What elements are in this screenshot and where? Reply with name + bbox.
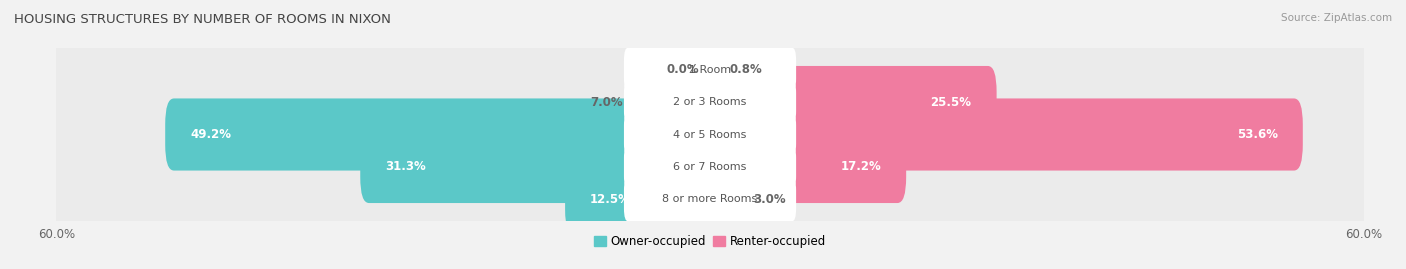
FancyBboxPatch shape — [702, 98, 1303, 171]
FancyBboxPatch shape — [624, 47, 796, 92]
Text: 49.2%: 49.2% — [190, 128, 231, 141]
FancyBboxPatch shape — [624, 112, 796, 157]
Text: Source: ZipAtlas.com: Source: ZipAtlas.com — [1281, 13, 1392, 23]
Text: 0.0%: 0.0% — [666, 63, 699, 76]
Text: 3.0%: 3.0% — [754, 193, 786, 206]
Text: 6 or 7 Rooms: 6 or 7 Rooms — [673, 162, 747, 172]
FancyBboxPatch shape — [360, 131, 718, 203]
Text: 4 or 5 Rooms: 4 or 5 Rooms — [673, 129, 747, 140]
FancyBboxPatch shape — [48, 95, 1372, 174]
Text: 8 or more Rooms: 8 or more Rooms — [662, 194, 758, 204]
FancyBboxPatch shape — [48, 30, 1372, 109]
FancyBboxPatch shape — [626, 66, 718, 138]
FancyBboxPatch shape — [702, 33, 727, 106]
Text: 53.6%: 53.6% — [1237, 128, 1278, 141]
FancyBboxPatch shape — [48, 128, 1372, 206]
FancyBboxPatch shape — [565, 163, 718, 236]
Text: 2 or 3 Rooms: 2 or 3 Rooms — [673, 97, 747, 107]
Text: HOUSING STRUCTURES BY NUMBER OF ROOMS IN NIXON: HOUSING STRUCTURES BY NUMBER OF ROOMS IN… — [14, 13, 391, 26]
Text: 31.3%: 31.3% — [385, 161, 426, 174]
FancyBboxPatch shape — [702, 66, 997, 138]
FancyBboxPatch shape — [624, 177, 796, 222]
FancyBboxPatch shape — [702, 163, 751, 236]
FancyBboxPatch shape — [624, 80, 796, 124]
FancyBboxPatch shape — [702, 131, 905, 203]
Text: 25.5%: 25.5% — [931, 95, 972, 108]
FancyBboxPatch shape — [166, 98, 718, 171]
Text: 7.0%: 7.0% — [591, 95, 623, 108]
Text: 12.5%: 12.5% — [591, 193, 631, 206]
FancyBboxPatch shape — [48, 160, 1372, 239]
Text: 1 Room: 1 Room — [689, 65, 731, 75]
Legend: Owner-occupied, Renter-occupied: Owner-occupied, Renter-occupied — [589, 230, 831, 253]
FancyBboxPatch shape — [624, 145, 796, 189]
FancyBboxPatch shape — [48, 63, 1372, 141]
Text: 0.8%: 0.8% — [730, 63, 762, 76]
Text: 17.2%: 17.2% — [841, 161, 882, 174]
